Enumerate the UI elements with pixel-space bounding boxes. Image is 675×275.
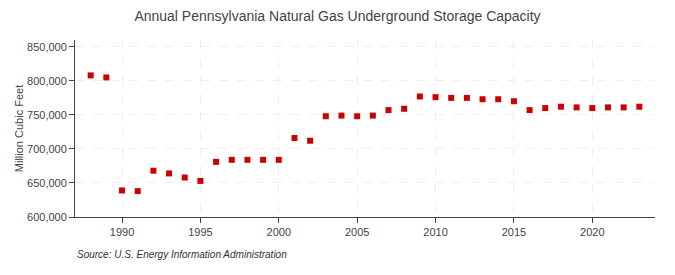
svg-text:2005: 2005 [345, 226, 369, 238]
svg-text:2000: 2000 [267, 226, 291, 238]
svg-text:2010: 2010 [423, 226, 447, 238]
svg-text:Million Cubic Feet: Million Cubic Feet [13, 85, 25, 172]
svg-text:1990: 1990 [110, 226, 134, 238]
svg-text:650,000: 650,000 [27, 177, 67, 189]
svg-text:Annual Pennsylvania Natural Ga: Annual Pennsylvania Natural Gas Undergro… [134, 8, 540, 24]
svg-text:2015: 2015 [502, 226, 526, 238]
svg-text:2020: 2020 [580, 226, 604, 238]
svg-text:600,000: 600,000 [27, 211, 67, 223]
svg-text:850,000: 850,000 [27, 41, 67, 53]
svg-text:700,000: 700,000 [27, 143, 67, 155]
svg-text:750,000: 750,000 [27, 109, 67, 121]
svg-text:Source: U.S. Energy Informatio: Source: U.S. Energy Information Administ… [77, 249, 287, 260]
svg-text:1995: 1995 [188, 226, 212, 238]
svg-text:800,000: 800,000 [27, 75, 67, 87]
